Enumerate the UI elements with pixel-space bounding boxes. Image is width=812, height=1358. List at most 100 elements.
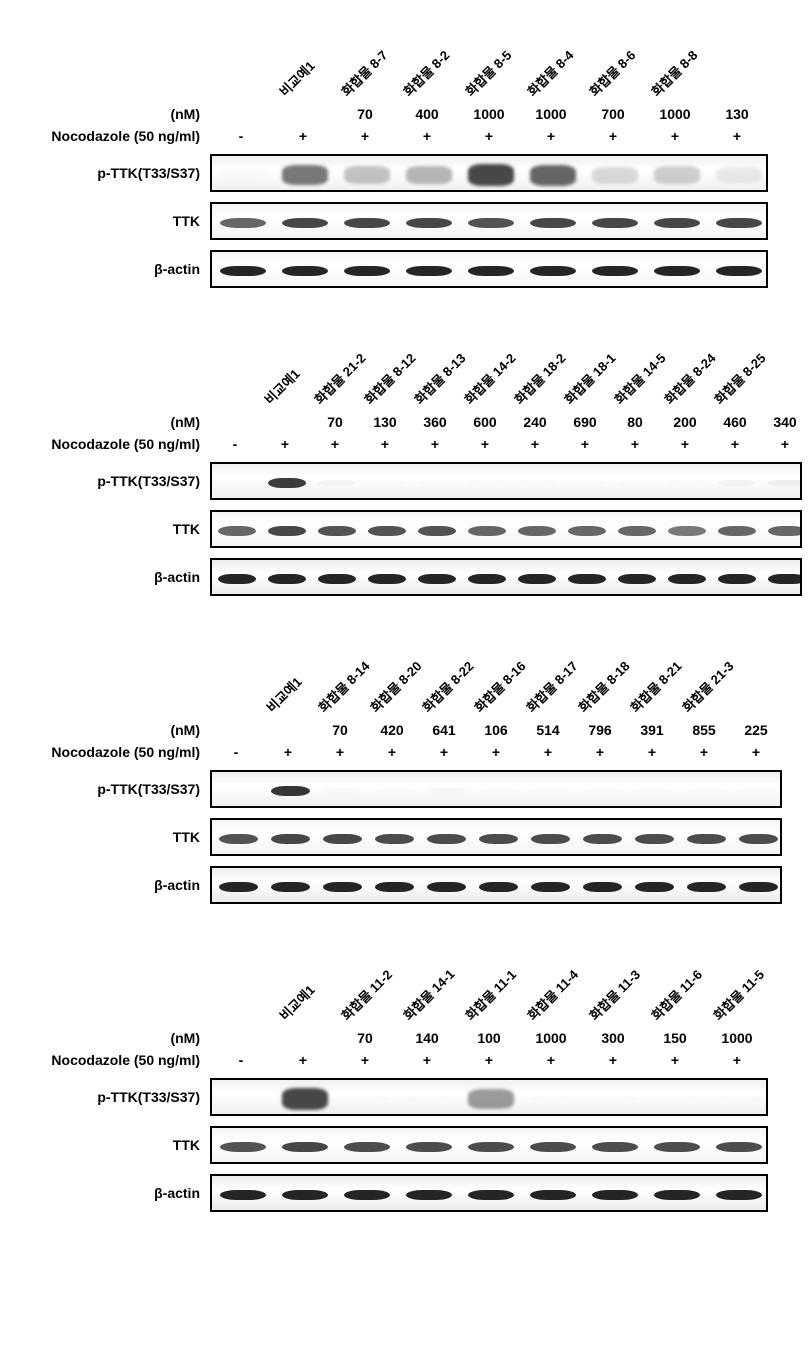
conc-value: 150: [644, 1030, 706, 1046]
compound-label: 화합물 18-2: [509, 348, 569, 408]
band: [716, 1142, 763, 1152]
conc-value: 1000: [520, 1030, 582, 1046]
conc-value: 140: [396, 1030, 458, 1046]
compound-label: 화합물 14-2: [459, 348, 519, 408]
band: [716, 1096, 763, 1102]
band: [739, 788, 778, 794]
nocodazole-value: +: [582, 128, 644, 144]
compound-label: 화합물 8-24: [659, 348, 719, 408]
conc-unit-label: (nM): [10, 106, 210, 122]
conc-value: 80: [610, 414, 660, 430]
nocodazole-value: +: [396, 128, 458, 144]
western-blot-panel: 비교예1화합물 8-7화합물 8-2화합물 8-5화합물 8-4화합물 8-6화…: [10, 20, 802, 288]
nocodazole-value: +: [510, 436, 560, 452]
compound-label: 화합물 14-1: [398, 964, 458, 1024]
band: [268, 574, 306, 585]
blot-label: β-actin: [10, 261, 210, 277]
band: [282, 165, 329, 186]
band: [323, 834, 362, 844]
blot-strip: [210, 770, 782, 808]
band: [219, 882, 258, 893]
conc-value: 70: [334, 106, 396, 122]
nocodazole-value: +: [574, 744, 626, 760]
conc-value: [262, 722, 314, 738]
band: [220, 1190, 267, 1201]
band: [635, 882, 674, 893]
nocodazole-value: +: [410, 436, 460, 452]
band: [668, 480, 706, 486]
conc-values: 7014010010003001501000: [210, 1030, 768, 1046]
band: [468, 218, 515, 228]
conc-value: [260, 414, 310, 430]
nocodazole-value: +: [272, 1052, 334, 1068]
compound-label: 화합물 14-5: [609, 348, 669, 408]
nocodazole-value: +: [334, 1052, 396, 1068]
nocodazole-value: +: [334, 128, 396, 144]
compound-label: 화합물 11-1: [460, 965, 519, 1024]
compound-label: 화합물 8-6: [584, 45, 639, 100]
blot-label: p-TTK(T33/S37): [10, 781, 210, 797]
band: [518, 526, 556, 536]
nocodazole-value: +: [560, 436, 610, 452]
conc-value: 641: [418, 722, 470, 738]
conc-unit-label: (nM): [10, 1030, 210, 1046]
band: [718, 574, 756, 585]
band: [427, 882, 466, 893]
compound-label: 화합물 21-3: [678, 656, 738, 716]
conc-value: 70: [314, 722, 366, 738]
band: [406, 266, 453, 277]
nocodazole-value: +: [730, 744, 782, 760]
nocodazole-values: -+++++++++++: [210, 436, 810, 452]
band: [718, 526, 756, 536]
band: [219, 788, 258, 794]
band: [368, 526, 406, 536]
blot-row: TTK: [10, 510, 802, 548]
blot-label: β-actin: [10, 1185, 210, 1201]
band: [468, 1089, 515, 1109]
band: [530, 165, 577, 186]
band: [344, 218, 391, 228]
band: [375, 834, 414, 844]
blot-strip: [210, 558, 802, 596]
nocodazole-value: +: [610, 436, 660, 452]
blot-strip: [210, 462, 802, 500]
nocodazole-value: +: [706, 1052, 768, 1068]
band: [418, 526, 456, 536]
band: [530, 1096, 577, 1102]
band: [718, 480, 756, 487]
conc-value: 225: [730, 722, 782, 738]
band: [220, 266, 267, 277]
blot-row: p-TTK(T33/S37): [10, 770, 802, 808]
band: [568, 574, 606, 585]
band: [618, 480, 656, 486]
conc-value: 855: [678, 722, 730, 738]
nocodazole-row: Nocodazole (50 ng/ml)-++++++++: [10, 128, 802, 144]
band: [219, 834, 258, 844]
nocodazole-value: +: [260, 436, 310, 452]
band: [318, 526, 356, 536]
band: [323, 882, 362, 893]
band: [739, 882, 778, 893]
conc-value: 70: [310, 414, 360, 430]
band: [531, 788, 570, 794]
concentration-row: (nM)7014010010003001501000: [10, 1030, 802, 1046]
blot-label: TTK: [10, 829, 210, 845]
band: [468, 1190, 515, 1201]
band: [518, 480, 556, 486]
blot-label: β-actin: [10, 877, 210, 893]
blot-strip: [210, 250, 768, 288]
band: [654, 1096, 701, 1102]
band: [427, 788, 466, 794]
nocodazole-value: +: [396, 1052, 458, 1068]
conc-value: 796: [574, 722, 626, 738]
band: [654, 266, 701, 277]
conc-value: 200: [660, 414, 710, 430]
conc-value: 300: [582, 1030, 644, 1046]
band: [531, 834, 570, 844]
compound-label: 비교예1: [274, 980, 318, 1024]
blot-strip: [210, 154, 768, 192]
band: [220, 218, 267, 228]
blot-strip: [210, 818, 782, 856]
blot-label: TTK: [10, 213, 210, 229]
nocodazole-value: +: [760, 436, 810, 452]
